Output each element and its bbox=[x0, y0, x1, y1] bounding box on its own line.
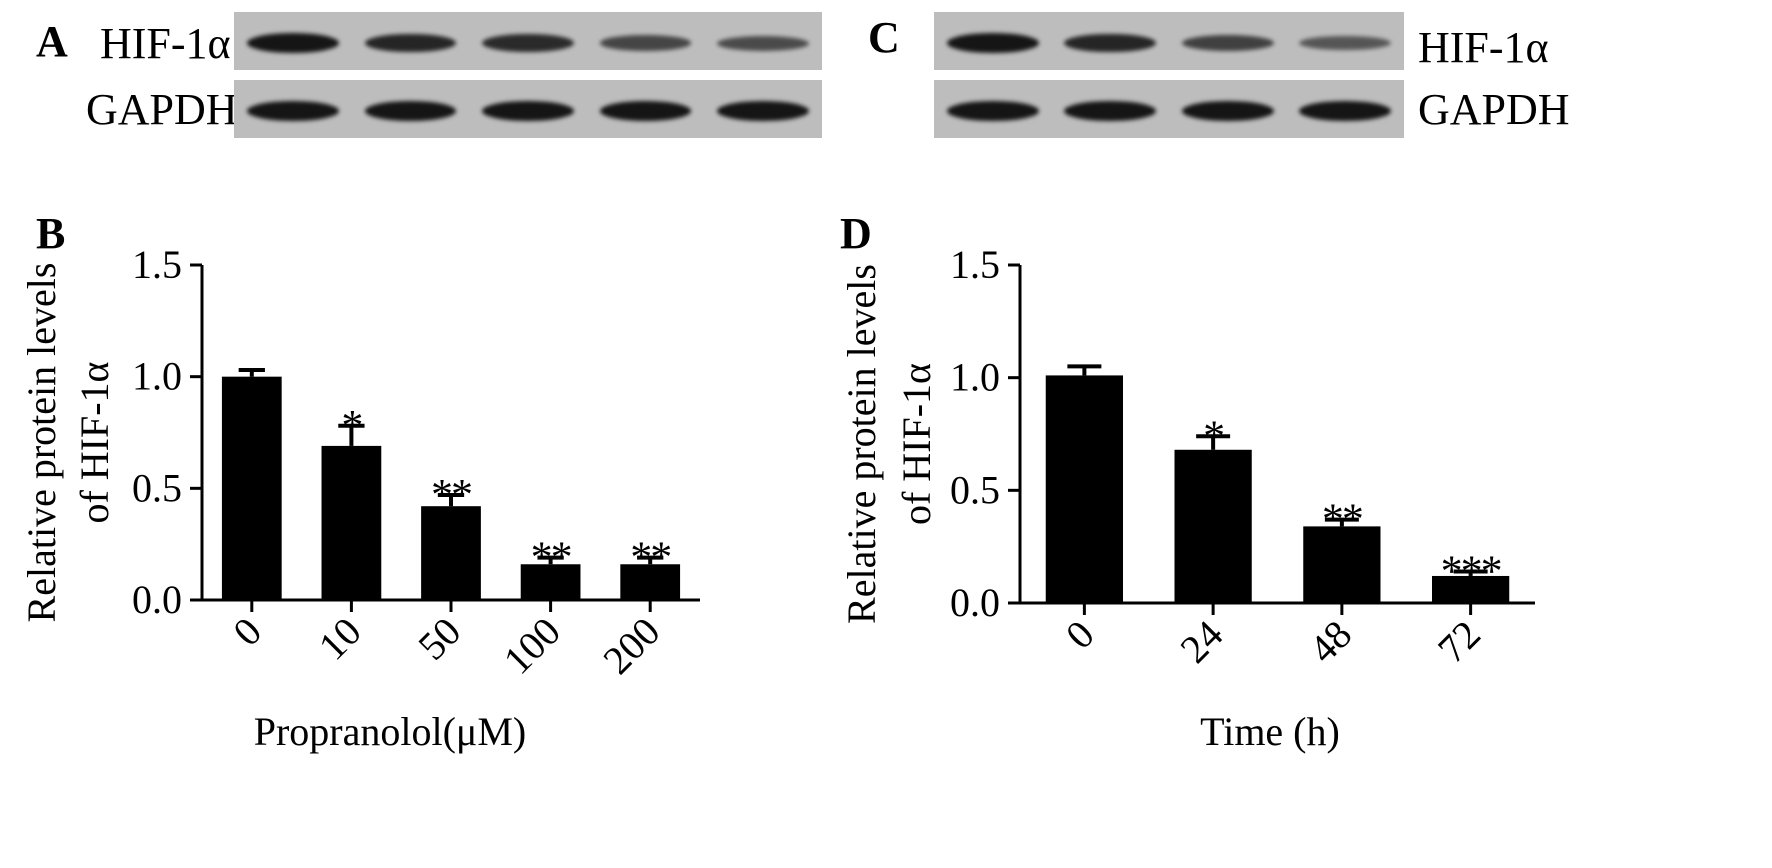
chart-d-significance-48: ** bbox=[1322, 495, 1362, 544]
blot-c-row0-band-1 bbox=[1064, 33, 1157, 53]
blot-c-gapdh-strip bbox=[934, 80, 1404, 138]
chart-b-y-tick-label: 1.0 bbox=[132, 354, 182, 399]
chart-b-y-axis-title-line2: of HIF-1α bbox=[72, 361, 117, 523]
chart-d-y-tick-label: 0.0 bbox=[950, 580, 1000, 625]
blot-c-row0-band-0 bbox=[946, 33, 1039, 53]
blot-c-row1-band-1 bbox=[1064, 101, 1157, 121]
blot-a-row1-band-3 bbox=[599, 101, 692, 121]
chart-d-y-tick-label: 0.5 bbox=[950, 467, 1000, 512]
chart-b-significance-200: ** bbox=[630, 533, 670, 582]
chart-b-bar-10 bbox=[321, 445, 382, 600]
chart-d: 0.0 0.5 1.0 1.5 0 * 24 ** 48 *** 72 Time (h) Relativ… bbox=[839, 242, 1535, 754]
chart-d-bar-0 bbox=[1045, 375, 1123, 603]
chart-b-x-axis-title: Propranolol(μM) bbox=[254, 709, 527, 754]
blot-a-row1-band-0 bbox=[246, 101, 339, 121]
chart-d-plot: 0.0 0.5 1.0 1.5 0 * 24 ** 48 *** 72 Time (h) Relativ… bbox=[839, 242, 1535, 754]
chart-b-significance-100: ** bbox=[531, 533, 571, 582]
chart-d-significance-24: * bbox=[1203, 411, 1223, 460]
chart-d-x-tick-label: 72 bbox=[1429, 612, 1489, 672]
panel-letter-a: A bbox=[36, 17, 68, 66]
chart-d-y-tick-label: 1.5 bbox=[950, 242, 1000, 287]
blot-a-row0-band-3 bbox=[599, 35, 692, 51]
blot-a-row0-band-0 bbox=[246, 33, 339, 53]
chart-b-x-tick-label: 100 bbox=[495, 609, 569, 683]
chart-b-bar-100 bbox=[520, 564, 581, 600]
chart-b-significance-10: * bbox=[341, 401, 361, 450]
chart-d-bar-48 bbox=[1303, 526, 1381, 603]
blot-a-row1-band-1 bbox=[364, 101, 457, 121]
chart-d-x-tick-label: 24 bbox=[1171, 612, 1231, 672]
blot-a-label-gapdh: GAPDH bbox=[86, 85, 238, 134]
blot-c-label-gapdh: GAPDH bbox=[1418, 85, 1570, 134]
chart-b-y-tick-label: 0.5 bbox=[132, 465, 182, 510]
chart-b-x-tick-label: 0 bbox=[224, 609, 270, 655]
blot-a-row0-band-2 bbox=[482, 34, 574, 52]
chart-d-x-tick-label: 48 bbox=[1300, 612, 1360, 672]
chart-d-bar-24 bbox=[1174, 449, 1252, 603]
blot-a-label-hif: HIF-1α bbox=[100, 19, 231, 68]
blot-c-row1-band-0 bbox=[946, 101, 1039, 121]
blot-a-hif-strip bbox=[234, 12, 822, 70]
blot-c-row1-band-3 bbox=[1299, 101, 1392, 121]
chart-b-x-tick-label: 200 bbox=[594, 609, 668, 683]
chart-d-y-axis-title-line2: of HIF-1α bbox=[894, 363, 939, 525]
chart-b-significance-50: ** bbox=[431, 470, 471, 519]
chart-d-y-tick-label: 1.0 bbox=[950, 355, 1000, 400]
chart-d-x-tick-label: 0 bbox=[1057, 612, 1103, 658]
chart-b-plot: 0.0 0.5 1.0 1.5 0 * 10 ** 50 ** 100 ** 200 Propranolo… bbox=[19, 242, 700, 754]
chart-b-x-tick-label: 50 bbox=[409, 609, 469, 669]
chart-b: 0.0 0.5 1.0 1.5 0 * 10 ** 50 ** 100 ** 200 Propranolo… bbox=[19, 242, 700, 754]
panel-letter-d: D bbox=[840, 209, 872, 258]
blot-c-row1-band-2 bbox=[1181, 101, 1274, 121]
blot-c-label-hif: HIF-1α bbox=[1418, 23, 1549, 72]
chart-d-x-axis-title: Time (h) bbox=[1200, 709, 1340, 754]
blot-c-hif-strip bbox=[934, 12, 1404, 70]
chart-b-x-tick-label: 10 bbox=[310, 609, 370, 669]
chart-b-bar-200 bbox=[620, 564, 681, 600]
blot-c-row0-band-2 bbox=[1181, 35, 1274, 51]
chart-d-y-axis-title-line1: Relative protein levels bbox=[839, 264, 884, 624]
chart-b-y-axis-title-line1: Relative protein levels bbox=[19, 263, 64, 623]
blot-c-row0-band-3 bbox=[1299, 36, 1392, 50]
panel-letter-b: B bbox=[36, 209, 66, 258]
blot-a-row0-band-1 bbox=[364, 33, 457, 53]
blot-a-row1-band-2 bbox=[482, 101, 574, 121]
chart-b-bar-50 bbox=[421, 506, 481, 600]
chart-b-y-tick-label: 1.5 bbox=[132, 242, 182, 287]
blot-a-gapdh-strip bbox=[234, 80, 822, 138]
blot-a-row0-band-4 bbox=[717, 35, 810, 51]
chart-d-significance-72: *** bbox=[1441, 546, 1501, 595]
chart-d-bar-72 bbox=[1432, 575, 1510, 603]
chart-b-bar-0 bbox=[221, 376, 282, 600]
panel-letter-c: C bbox=[868, 13, 900, 62]
blot-a-row1-band-4 bbox=[717, 101, 810, 121]
chart-b-y-tick-label: 0.0 bbox=[132, 577, 182, 622]
